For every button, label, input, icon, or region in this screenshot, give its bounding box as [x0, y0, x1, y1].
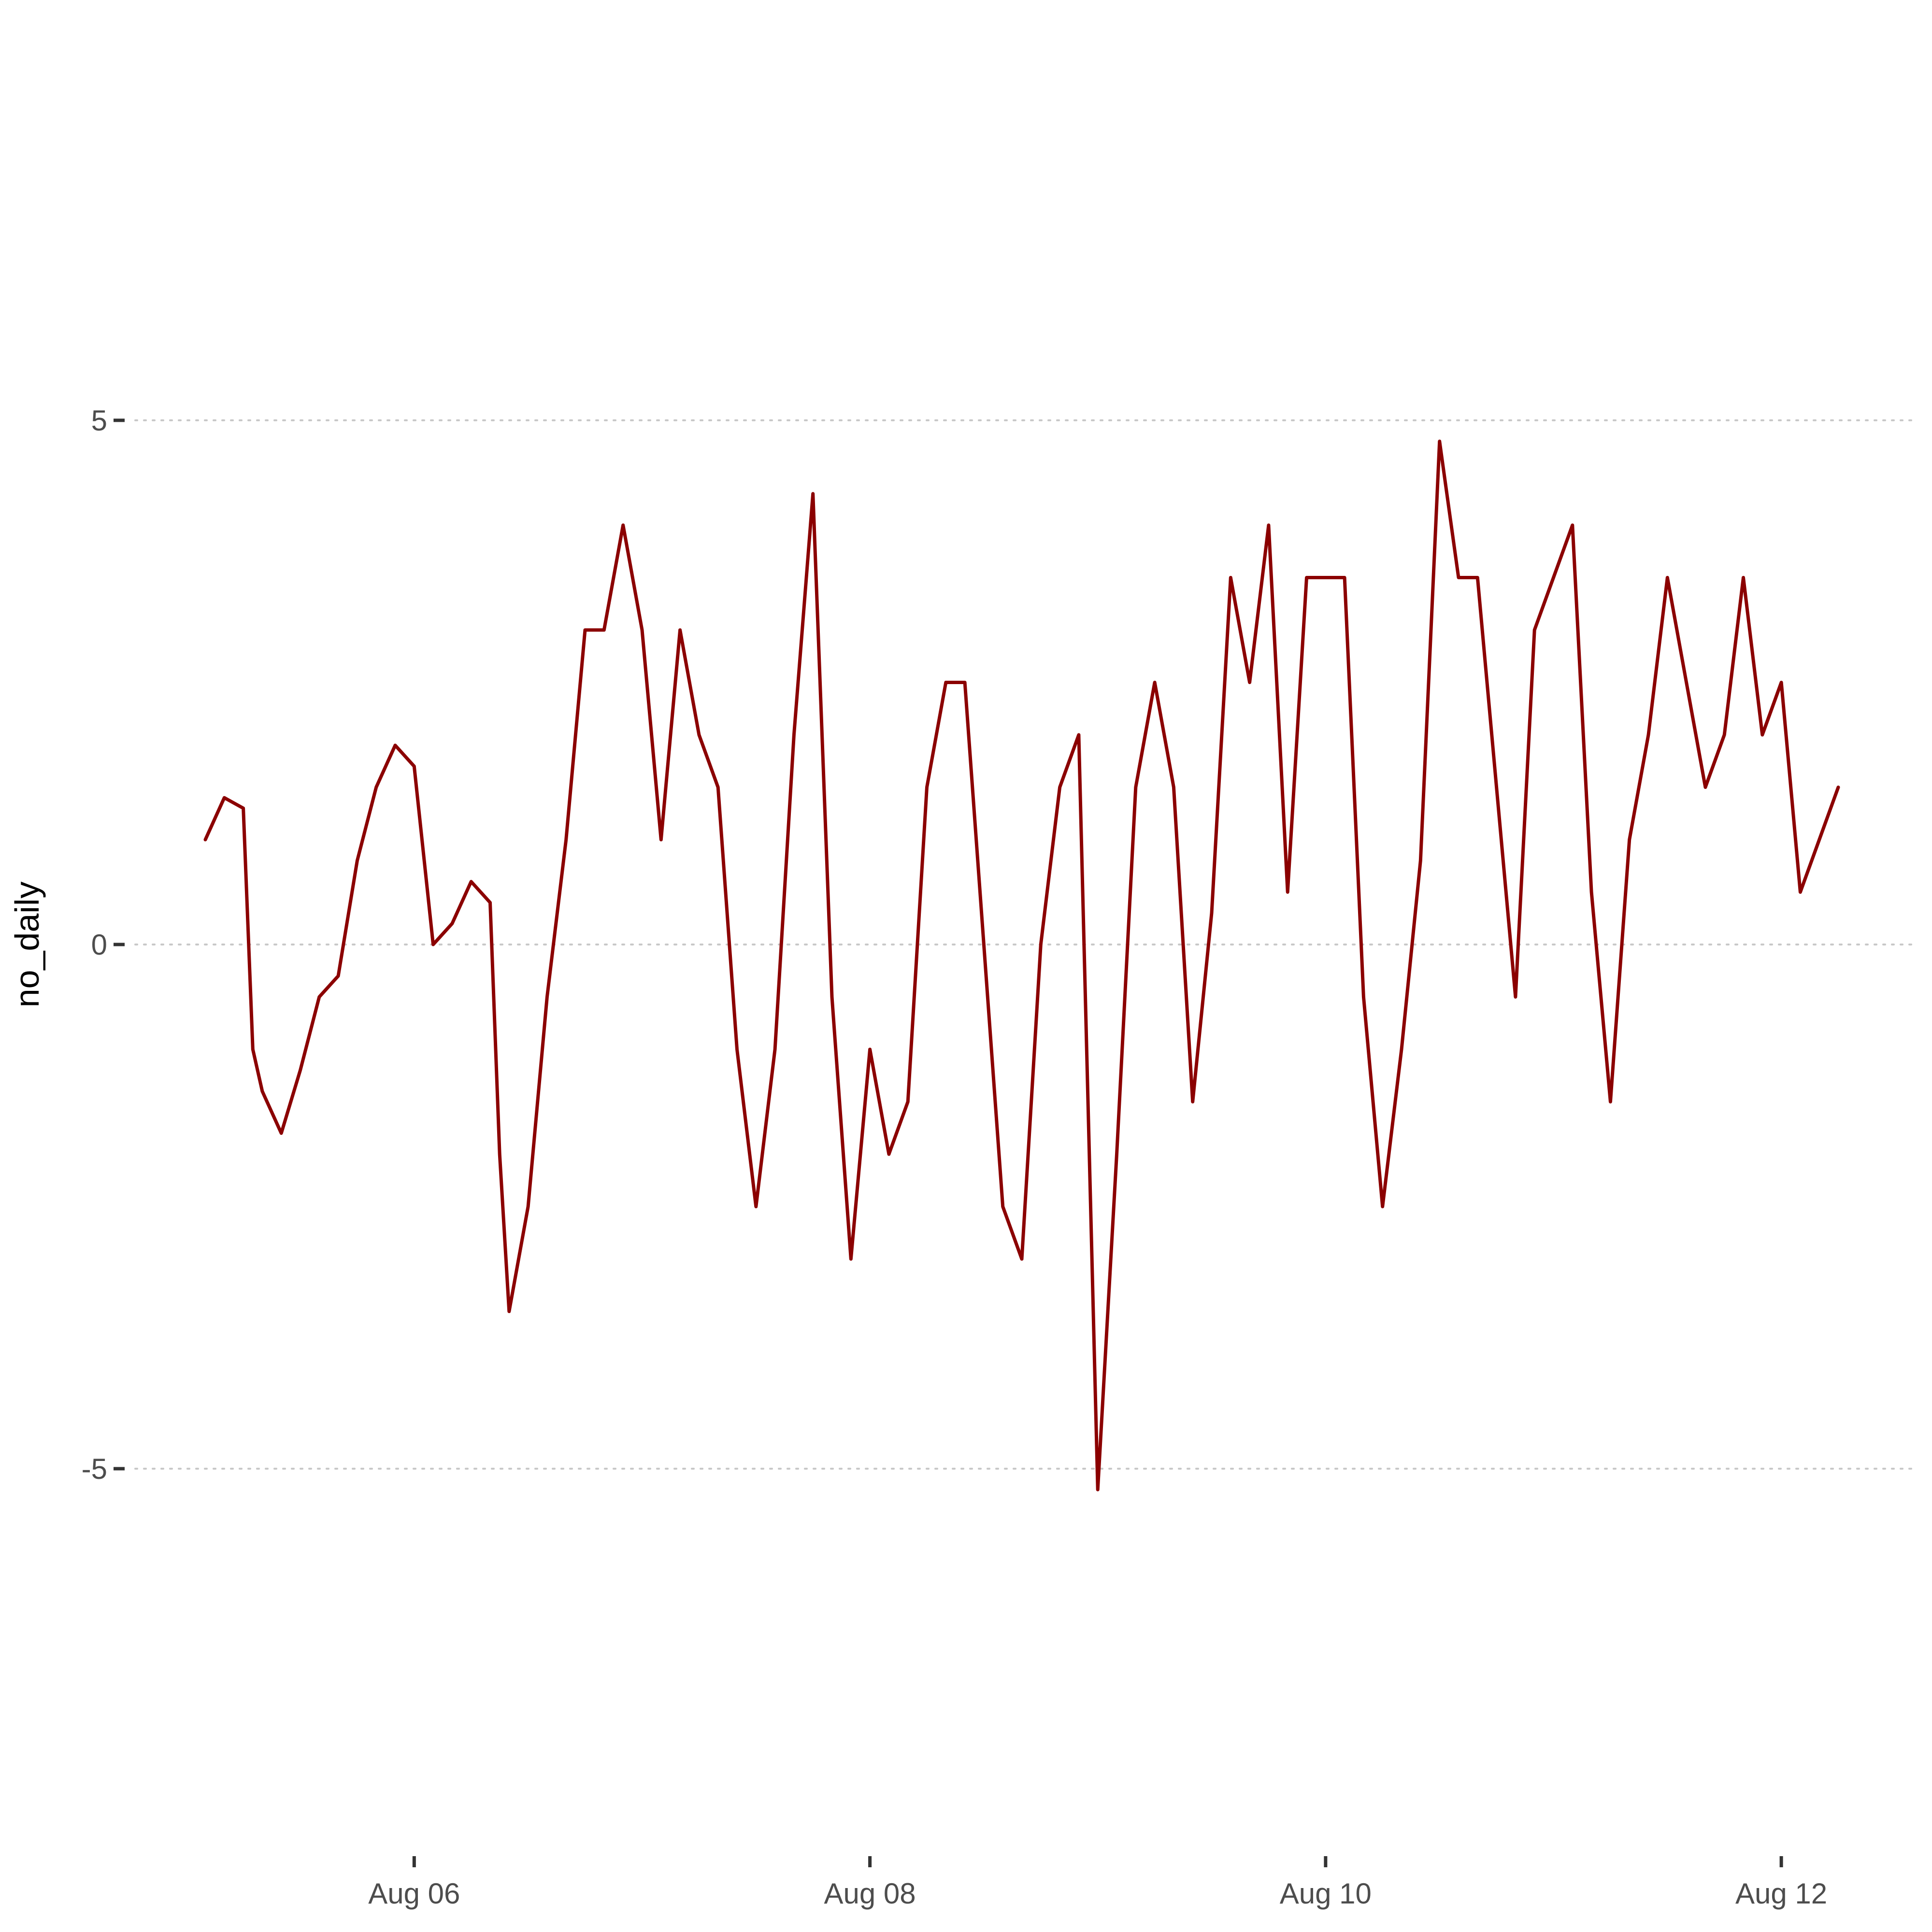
- x-tick-label: Aug 12: [1735, 1877, 1827, 1910]
- y-tick-label: -5: [82, 1453, 107, 1485]
- x-axis: Aug 06 Aug 08 Aug 10 Aug 12: [368, 1856, 1827, 1910]
- x-tick-label: Aug 10: [1280, 1877, 1372, 1910]
- x-tick-label: Aug 08: [824, 1877, 916, 1910]
- y-tick-label: 5: [91, 404, 107, 437]
- gridlines: [134, 419, 1914, 1470]
- series-line-no-daily: [203, 439, 1840, 1491]
- y-tick-label: 0: [91, 929, 107, 961]
- y-axis: -5 0 5: [82, 404, 125, 1485]
- x-tick-label: Aug 06: [368, 1877, 460, 1910]
- y-axis-title: no_daily: [8, 882, 46, 1008]
